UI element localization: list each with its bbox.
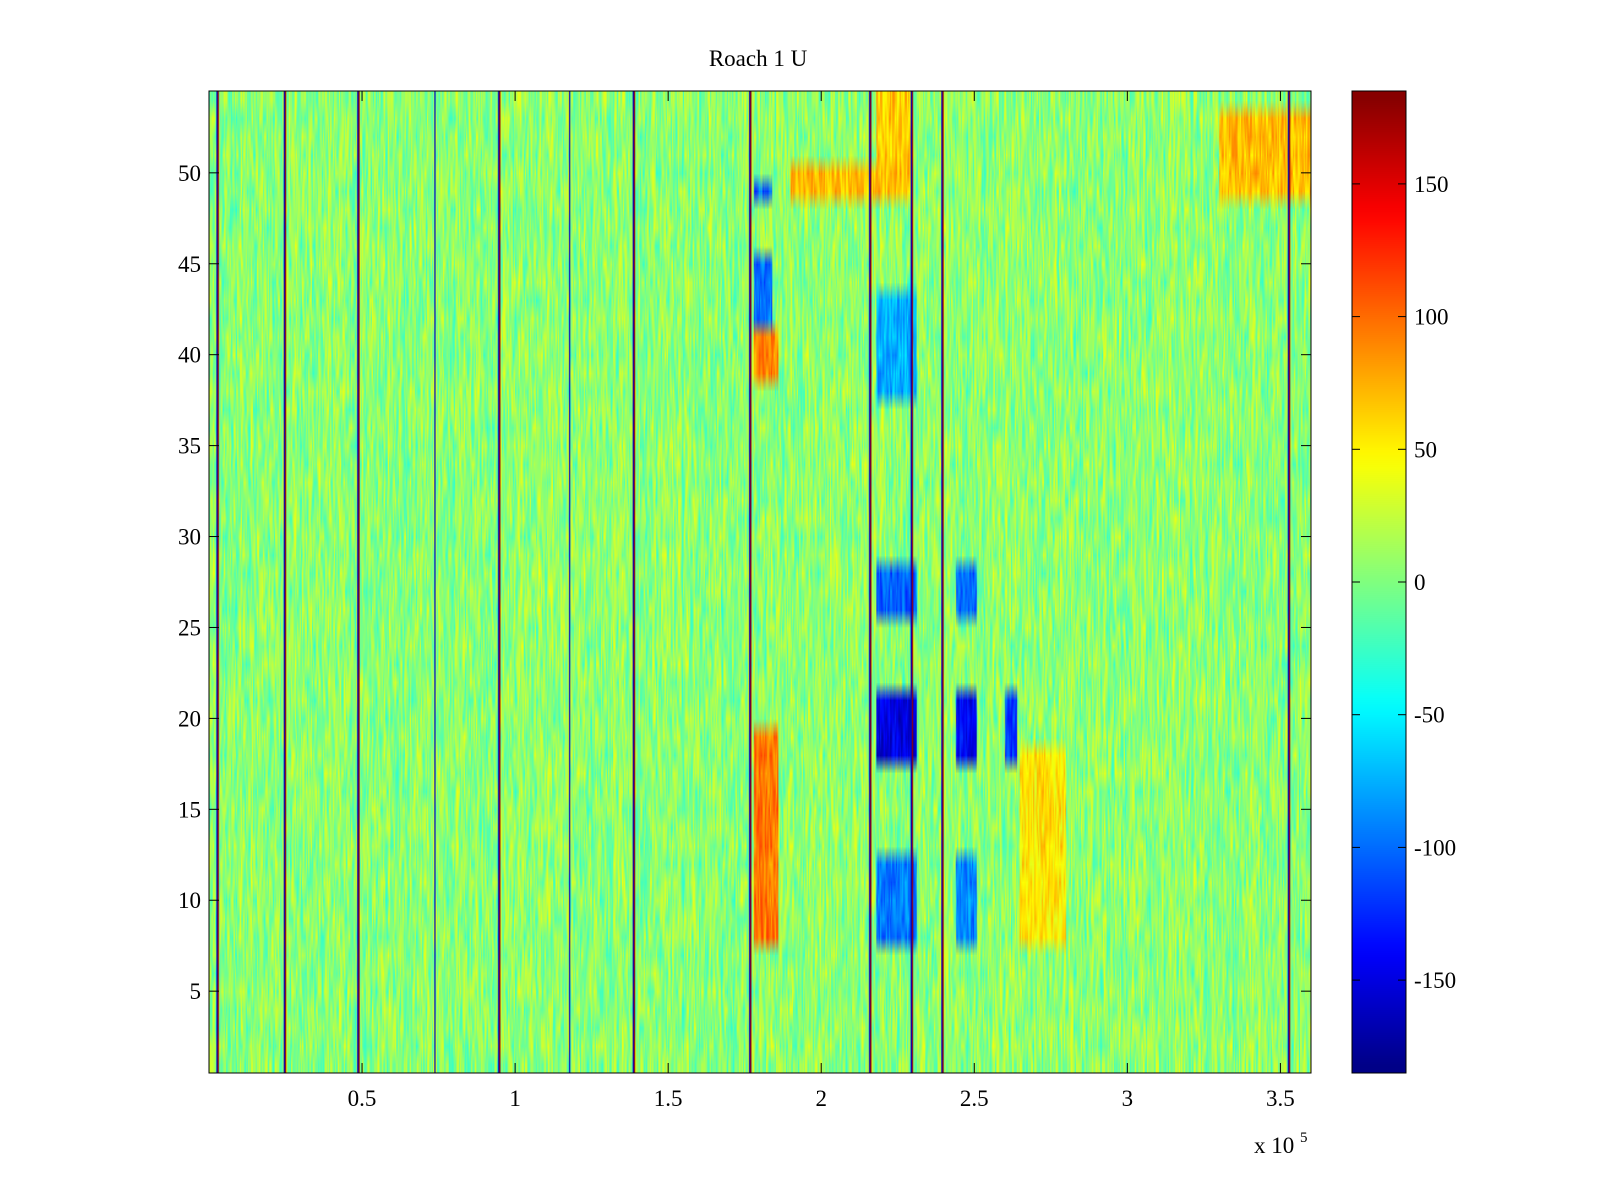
x-tick-label: 3	[1122, 1086, 1134, 1111]
x-exponent-superscript: 5	[1300, 1130, 1308, 1146]
y-tick-label: 45	[178, 252, 201, 277]
colorbar-tick-label: 50	[1414, 437, 1437, 462]
plot-area	[208, 90, 1312, 1074]
y-tick-label: 35	[178, 434, 201, 459]
y-tick-label: 30	[178, 525, 201, 550]
x-tick-label: 1.5	[654, 1086, 683, 1111]
colorbar-tick-label: -50	[1414, 703, 1445, 728]
colorbar	[1351, 90, 1407, 1074]
x-tick-label: 1	[509, 1086, 521, 1111]
colorbar-tick-label: 150	[1414, 172, 1449, 197]
x-exponent-prefix: x 10	[1254, 1133, 1294, 1158]
x-tick-label: 0.5	[348, 1086, 377, 1111]
y-tick-label: 20	[178, 706, 201, 731]
colorbar-tick-label: -100	[1414, 835, 1456, 860]
y-tick-label: 25	[178, 615, 201, 640]
y-axis-ticks: 5 10 15 20 25 30 35 40 45 50	[178, 161, 1311, 1004]
x-tick-label: 2.5	[960, 1086, 989, 1111]
y-tick-label: 10	[178, 888, 201, 913]
x-tick-label: 2	[815, 1086, 827, 1111]
y-tick-label: 40	[178, 343, 201, 368]
x-tick-label: 3.5	[1266, 1086, 1295, 1111]
colorbar-tick-label: -150	[1414, 968, 1456, 993]
colorbar-tick-label: 100	[1414, 305, 1449, 330]
y-tick-label: 15	[178, 797, 201, 822]
chart-title: Roach 1 U	[709, 46, 808, 71]
colorbar-gradient	[1352, 91, 1406, 1073]
plot-frame	[208, 90, 1312, 1074]
y-tick-label: 50	[178, 161, 201, 186]
colorbar-ticks: -150 -100 -50 0 50 100 150	[1352, 172, 1456, 993]
colorbar-tick-label: 0	[1414, 570, 1426, 595]
x-axis-ticks: 0.5 1 1.5 2 2.5 3 3.5	[348, 91, 1295, 1111]
x-exponent-label: x 10 5	[1254, 1130, 1308, 1158]
heatmap-image	[209, 91, 1311, 1073]
y-tick-label: 5	[190, 979, 202, 1004]
